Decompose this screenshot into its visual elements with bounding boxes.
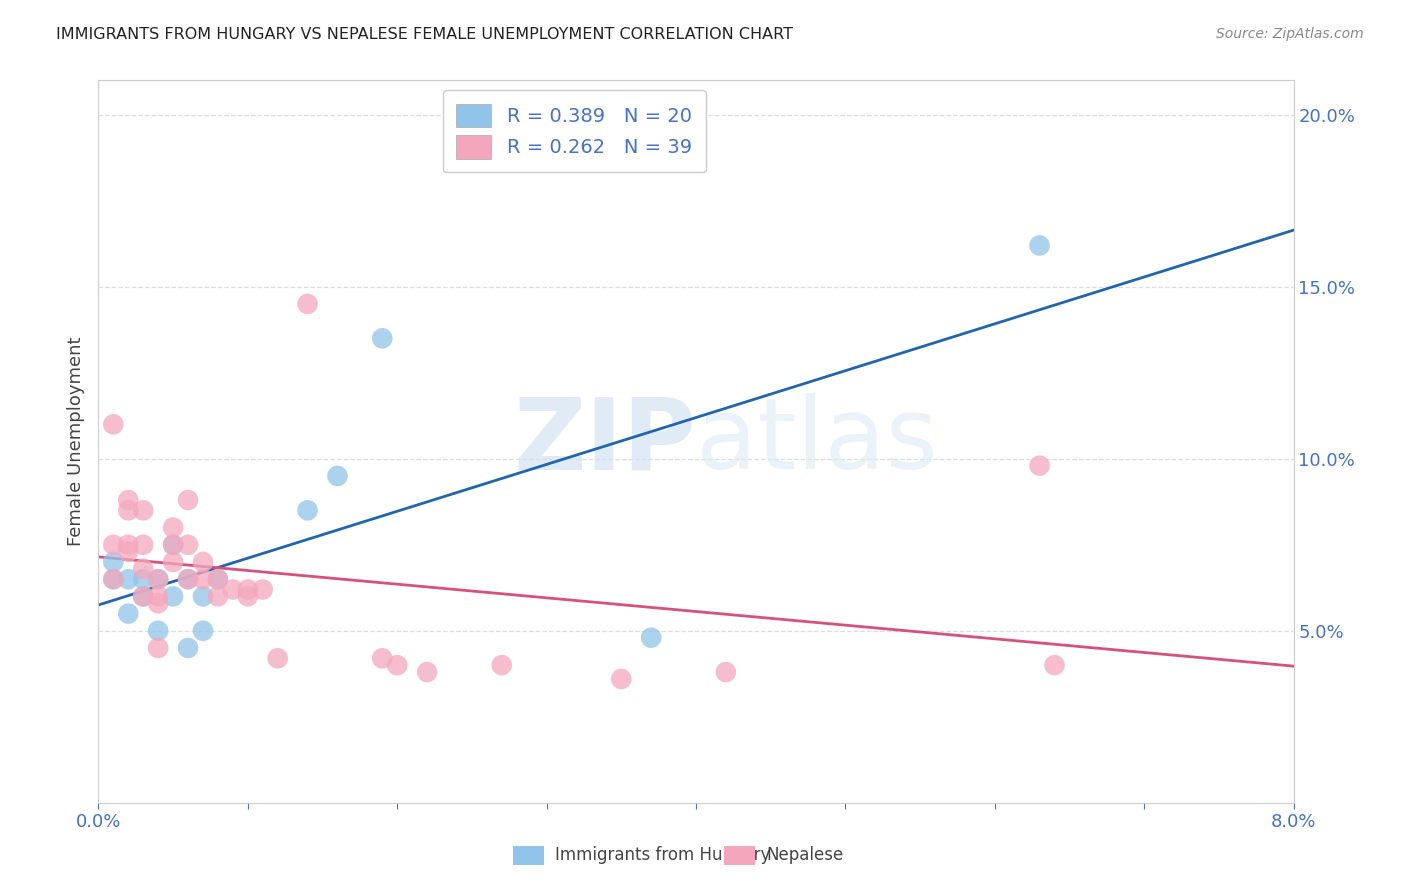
Point [132, 562, 155, 576]
Point [1028, 238, 1050, 252]
Point [207, 572, 229, 586]
Point [132, 590, 155, 604]
Point [640, 631, 662, 645]
Point [103, 572, 125, 586]
Point [103, 538, 125, 552]
Point [416, 665, 439, 679]
Point [236, 582, 259, 597]
Point [371, 651, 394, 665]
Point [117, 607, 139, 621]
Y-axis label: Female Unemployment: Female Unemployment [66, 337, 84, 546]
Point [191, 590, 214, 604]
Point [162, 538, 184, 552]
Point [103, 417, 125, 432]
Point [191, 624, 214, 638]
Point [714, 665, 737, 679]
Point [162, 555, 184, 569]
Point [1043, 658, 1066, 673]
Text: ZIP: ZIP [513, 393, 696, 490]
Point [385, 658, 409, 673]
Point [117, 544, 139, 558]
Point [148, 572, 170, 586]
Text: Immigrants from Hungary: Immigrants from Hungary [555, 847, 770, 864]
Point [252, 582, 274, 597]
Point [236, 590, 259, 604]
Point [103, 572, 125, 586]
Point [177, 572, 200, 586]
Point [117, 503, 139, 517]
Point [177, 572, 200, 586]
Point [177, 538, 200, 552]
Point [222, 582, 245, 597]
Point [162, 590, 184, 604]
Point [132, 503, 155, 517]
Point [103, 555, 125, 569]
Point [132, 572, 155, 586]
Point [297, 297, 319, 311]
Text: IMMIGRANTS FROM HUNGARY VS NEPALESE FEMALE UNEMPLOYMENT CORRELATION CHART: IMMIGRANTS FROM HUNGARY VS NEPALESE FEMA… [56, 27, 793, 42]
Point [177, 493, 200, 508]
Point [148, 596, 170, 610]
Point [491, 658, 513, 673]
Point [207, 590, 229, 604]
Point [117, 493, 139, 508]
Text: atlas: atlas [696, 393, 938, 490]
Point [117, 538, 139, 552]
Point [371, 331, 394, 345]
Point [191, 572, 214, 586]
Point [148, 624, 170, 638]
Point [148, 640, 170, 655]
Point [148, 590, 170, 604]
Point [132, 538, 155, 552]
Point [207, 572, 229, 586]
Point [297, 503, 319, 517]
Point [148, 572, 170, 586]
Text: Source: ZipAtlas.com: Source: ZipAtlas.com [1216, 27, 1364, 41]
Point [132, 590, 155, 604]
Point [177, 640, 200, 655]
Point [610, 672, 633, 686]
Point [326, 469, 349, 483]
Text: Nepalese: Nepalese [766, 847, 844, 864]
Point [162, 520, 184, 534]
Point [1028, 458, 1050, 473]
Point [267, 651, 290, 665]
Point [191, 555, 214, 569]
Point [117, 572, 139, 586]
Point [162, 538, 184, 552]
Legend: R = 0.389   N = 20, R = 0.262   N = 39: R = 0.389 N = 20, R = 0.262 N = 39 [443, 90, 706, 172]
